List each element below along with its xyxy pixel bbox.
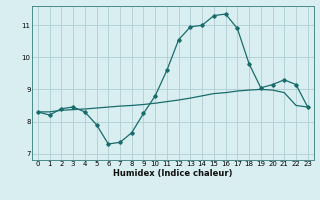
X-axis label: Humidex (Indice chaleur): Humidex (Indice chaleur) <box>113 169 233 178</box>
